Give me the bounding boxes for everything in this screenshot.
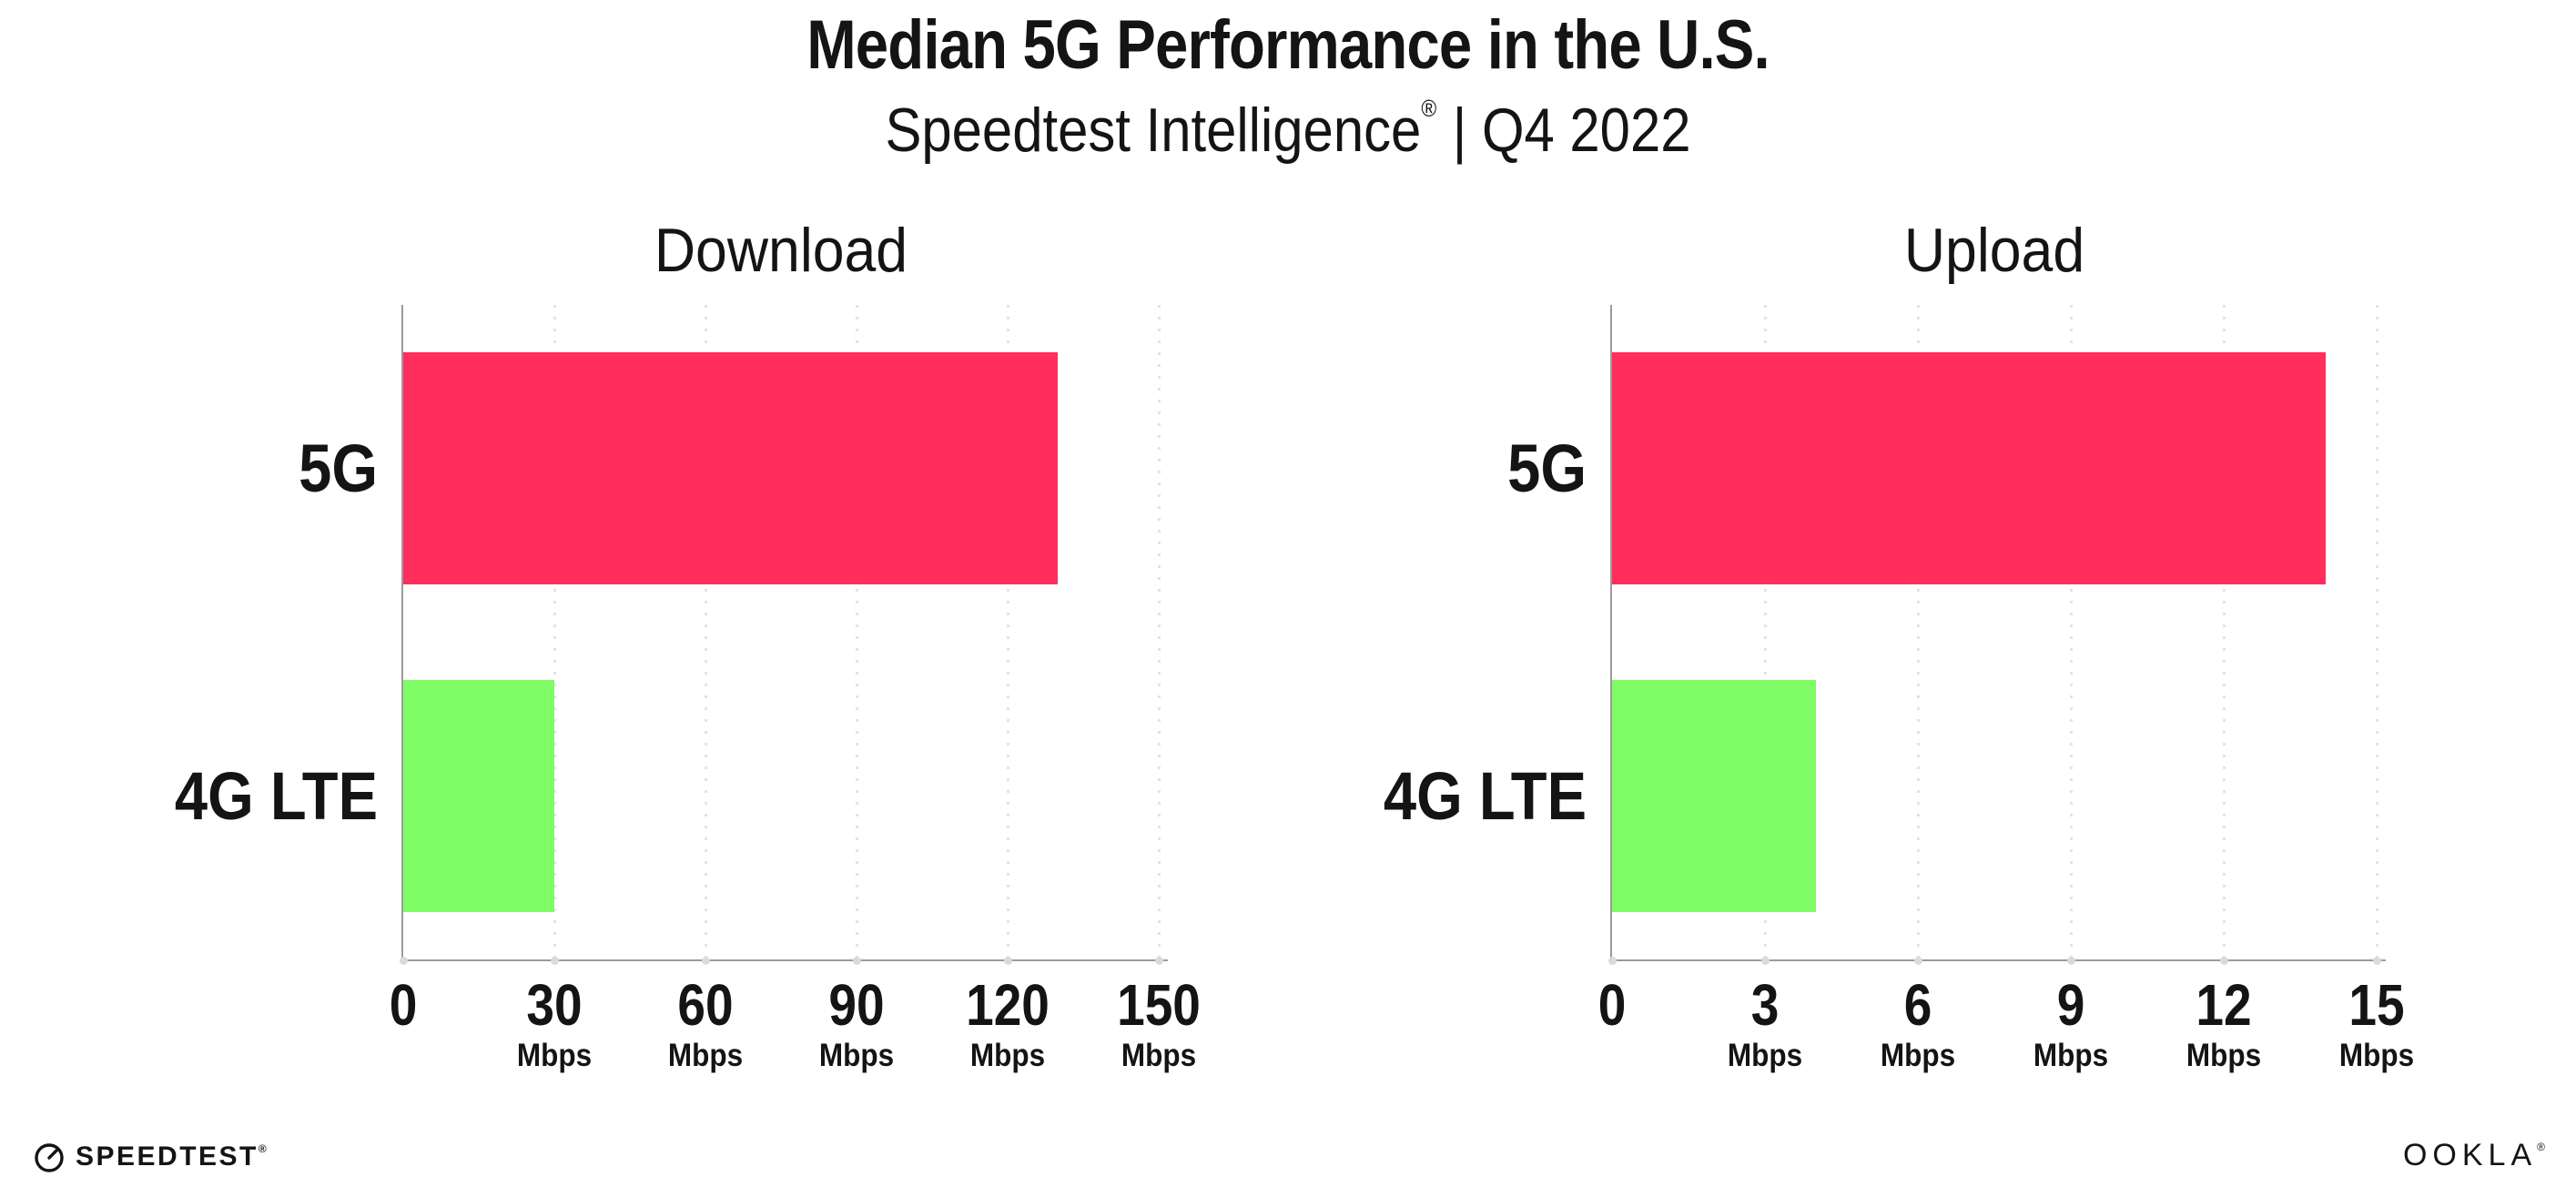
y-axis <box>1610 305 1612 959</box>
bar-5g <box>1612 352 2326 584</box>
gridline-12 <box>2223 305 2226 959</box>
x-tick-unit: Mbps <box>667 1038 744 1073</box>
category-label-4g-lte: 4G LTE <box>1383 758 1587 834</box>
x-tick-30: 30 Mbps <box>463 974 645 1074</box>
axis-tick-dot-6 <box>1914 957 1922 965</box>
registered-trademark-icon: ® <box>1421 95 1437 122</box>
x-tick-unit: Mbps <box>2033 1038 2109 1073</box>
x-tick-value: 60 <box>677 972 734 1038</box>
upload-plot-area: 5G 4G LTE 0 3 Mbps 6 Mbps 9 Mbps 12 Mbps 15 Mbps <box>1384 305 2414 1073</box>
x-tick-unit: Mbps <box>2186 1038 2262 1073</box>
x-tick-value: 9 <box>2056 972 2085 1038</box>
speedtest-label: SPEEDTEST <box>76 1141 259 1172</box>
main-title: Median 5G Performance in the U.S. <box>806 6 1770 84</box>
x-tick-15: 15 Mbps <box>2286 974 2468 1074</box>
subtitle-brand: Speedtest Intelligence <box>885 96 1422 165</box>
gridline-120 <box>1007 305 1009 959</box>
axis-tick-dot-0 <box>1608 957 1617 965</box>
category-label-5g: 5G <box>1507 431 1587 506</box>
subtitle: Speedtest Intelligence® | Q4 2022 <box>155 95 2421 166</box>
axis-tick-dot-150 <box>1155 957 1163 965</box>
speedtest-wordmark: SPEEDTEST® <box>76 1141 267 1172</box>
x-tick-0: 0 <box>312 974 494 1036</box>
x-tick-6: 6 Mbps <box>1827 974 2009 1074</box>
axis-tick-dot-90 <box>853 957 861 965</box>
bar-4g-lte <box>403 680 554 912</box>
axis-tick-dot-30 <box>551 957 559 965</box>
x-tick-value: 120 <box>966 972 1050 1038</box>
ookla-logo: OOKLA® <box>2403 1138 2545 1173</box>
x-tick-unit: Mbps <box>1121 1038 1197 1073</box>
x-tick-9: 9 Mbps <box>1980 974 2162 1074</box>
x-tick-value: 3 <box>1750 972 1780 1038</box>
speedtest-gauge-icon <box>35 1143 64 1172</box>
axis-tick-dot-0 <box>400 957 408 965</box>
upload-chart-title: Upload <box>1903 216 2085 285</box>
download-plot-area: 5G 4G LTE 0 30 Mbps 60 Mbps 90 Mbps 120 Mbps 150 M… <box>175 305 1201 1073</box>
category-label-4g-lte: 4G LTE <box>174 758 378 834</box>
x-tick-value: 0 <box>1597 972 1627 1038</box>
gridline-3 <box>1764 305 1767 959</box>
x-tick-unit: Mbps <box>516 1038 593 1073</box>
gridline-60 <box>705 305 707 959</box>
download-chart-title: Download <box>654 216 908 285</box>
x-tick-unit: Mbps <box>969 1038 1046 1073</box>
x-tick-unit: Mbps <box>818 1038 895 1073</box>
category-label-5g: 5G <box>299 431 378 506</box>
x-tick-150: 150 Mbps <box>1068 974 1250 1074</box>
bar-5g <box>403 352 1058 584</box>
x-tick-value: 150 <box>1117 972 1201 1038</box>
subtitle-period: | Q4 2022 <box>1452 96 1691 165</box>
gridline-90 <box>856 305 858 959</box>
axis-tick-dot-60 <box>702 957 710 965</box>
gridline-150 <box>1158 305 1161 959</box>
x-tick-value: 30 <box>526 972 583 1038</box>
x-axis <box>1610 959 2386 961</box>
speedtest-registered-icon: ® <box>258 1142 267 1155</box>
gridline-9 <box>2070 305 2073 959</box>
axis-tick-dot-9 <box>2067 957 2075 965</box>
x-tick-value: 15 <box>2348 972 2405 1038</box>
x-tick-120: 120 Mbps <box>917 974 1099 1074</box>
axis-tick-dot-15 <box>2373 957 2381 965</box>
x-axis <box>401 959 1168 961</box>
gridline-30 <box>553 305 556 959</box>
ookla-registered-icon: ® <box>2537 1141 2545 1153</box>
x-tick-value: 6 <box>1903 972 1932 1038</box>
x-tick-3: 3 Mbps <box>1674 974 1856 1074</box>
x-tick-12: 12 Mbps <box>2133 974 2315 1074</box>
speedtest-logo: SPEEDTEST® <box>33 1141 267 1173</box>
gridline-15 <box>2376 305 2378 959</box>
x-tick-value: 12 <box>2196 972 2252 1038</box>
x-tick-0: 0 <box>1521 974 1703 1036</box>
y-axis <box>401 305 403 959</box>
x-tick-unit: Mbps <box>1880 1038 1956 1073</box>
x-tick-unit: Mbps <box>2338 1038 2415 1073</box>
x-tick-value: 90 <box>828 972 885 1038</box>
bar-4g-lte <box>1612 680 1816 912</box>
gridline-6 <box>1917 305 1920 959</box>
axis-tick-dot-120 <box>1004 957 1012 965</box>
axis-tick-dot-3 <box>1761 957 1770 965</box>
axis-tick-dot-12 <box>2220 957 2228 965</box>
x-tick-60: 60 Mbps <box>614 974 796 1074</box>
x-tick-value: 0 <box>389 972 418 1038</box>
x-tick-90: 90 Mbps <box>766 974 948 1074</box>
x-tick-unit: Mbps <box>1727 1038 1803 1073</box>
ookla-label: OOKLA <box>2402 1138 2538 1172</box>
